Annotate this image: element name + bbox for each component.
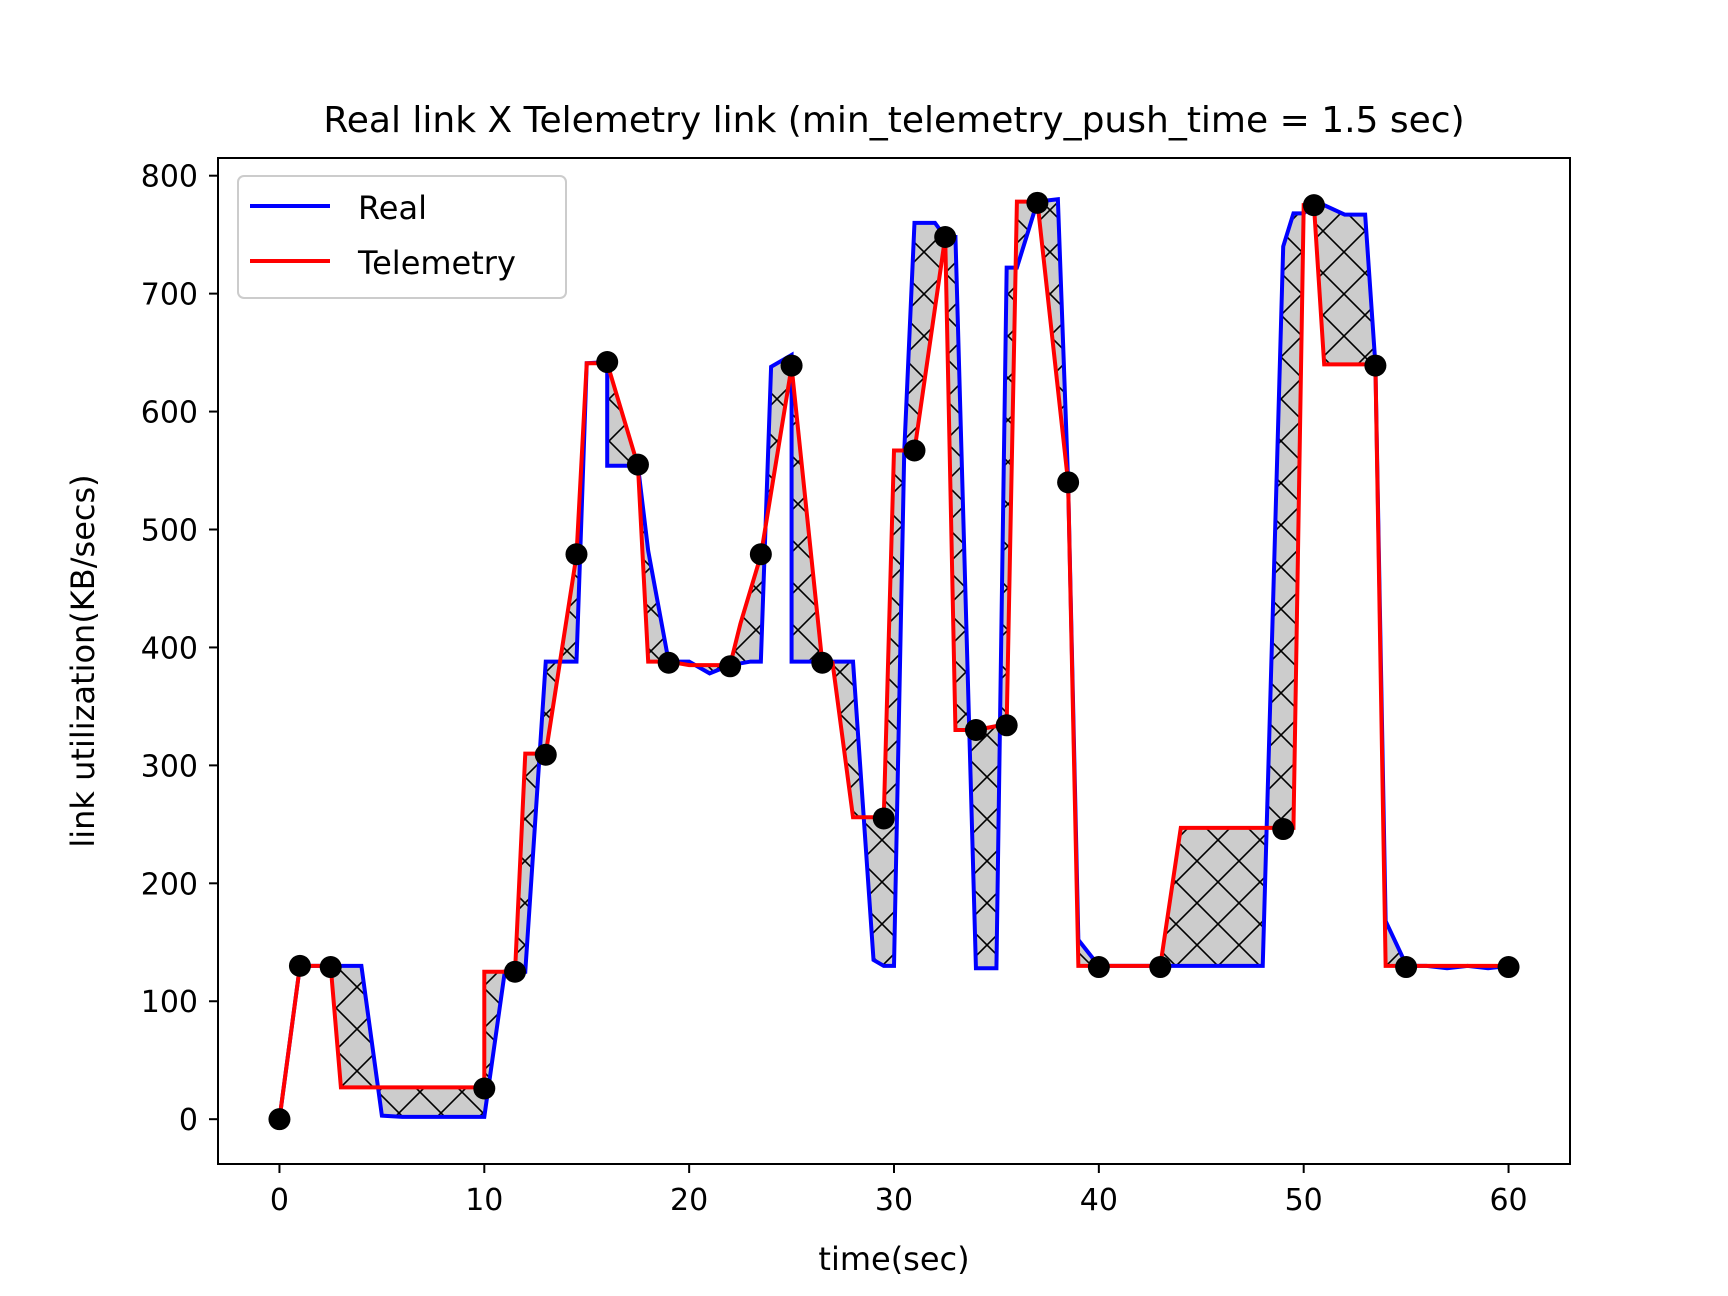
plot-area — [268, 191, 1520, 1131]
data-point — [534, 743, 557, 766]
series-line-telemetry — [277, 199, 1509, 1120]
y-axis-label: link utilization(KB/secs) — [64, 474, 102, 847]
x-tick-label: 0 — [270, 1183, 289, 1218]
data-point — [504, 960, 527, 983]
data-point — [657, 651, 680, 674]
y-tick-label: 400 — [141, 631, 198, 666]
data-point — [565, 543, 588, 566]
y-tick-label: 100 — [141, 985, 198, 1020]
x-tick-label: 50 — [1285, 1183, 1323, 1218]
x-tick-label: 60 — [1489, 1183, 1527, 1218]
data-point — [872, 807, 895, 830]
data-point — [719, 655, 742, 678]
y-tick-label: 600 — [141, 396, 198, 431]
y-tick-label: 700 — [141, 278, 198, 313]
data-point — [596, 351, 619, 374]
legend-label-telemetry: Telemetry — [357, 244, 516, 282]
data-point — [1272, 818, 1295, 841]
data-point — [811, 651, 834, 674]
data-point — [288, 954, 311, 977]
y-tick-label: 500 — [141, 514, 198, 549]
y-tick-label: 800 — [141, 160, 198, 195]
data-point — [780, 354, 803, 377]
data-point — [1149, 956, 1172, 979]
data-point — [1057, 471, 1080, 494]
data-point — [903, 439, 926, 462]
data-point — [1395, 956, 1418, 979]
x-tick-label: 10 — [465, 1183, 503, 1218]
data-point — [749, 543, 772, 566]
y-tick-label: 200 — [141, 867, 198, 902]
x-tick-label: 40 — [1080, 1183, 1118, 1218]
data-point — [1497, 956, 1520, 979]
y-tick-label: 0 — [179, 1103, 198, 1138]
x-axis: 0 10 20 30 40 50 60 — [270, 1164, 1528, 1218]
data-point — [995, 714, 1018, 737]
data-point — [1087, 956, 1110, 979]
chart-title: Real link X Telemetry link (min_telemetr… — [323, 100, 1464, 141]
y-axis: 0 100 200 300 400 500 600 700 800 — [141, 160, 218, 1138]
data-point — [473, 1077, 496, 1100]
x-axis-label: time(sec) — [818, 1240, 969, 1278]
data-point — [1364, 354, 1387, 377]
data-point — [626, 453, 649, 476]
data-point — [268, 1108, 291, 1131]
data-point — [1302, 194, 1325, 217]
x-tick-label: 20 — [670, 1183, 708, 1218]
data-point — [934, 226, 957, 249]
legend-label-real: Real — [358, 189, 427, 227]
data-point — [319, 956, 342, 979]
data-point — [1026, 191, 1049, 214]
y-tick-label: 300 — [141, 749, 198, 784]
legend: Real Telemetry — [237, 175, 567, 299]
fill-between-area — [279, 199, 1509, 1120]
data-point — [964, 718, 987, 741]
x-tick-label: 30 — [875, 1183, 913, 1218]
